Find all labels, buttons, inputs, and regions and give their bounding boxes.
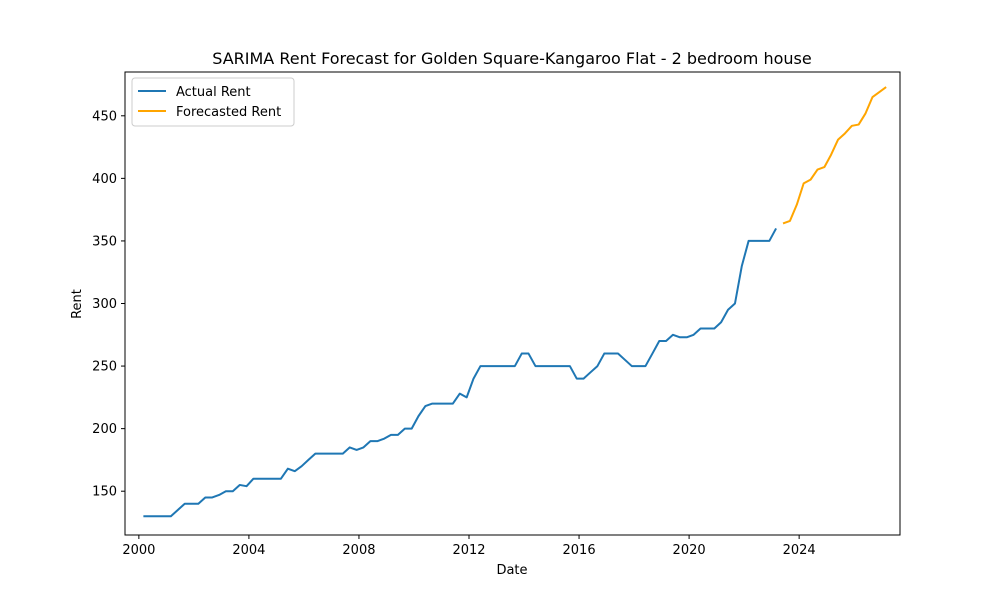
x-axis: 2000 2004 2008 2012 2016 2020 2024 bbox=[122, 535, 816, 558]
series-line-forecasted-rent bbox=[782, 86, 887, 225]
y-tick-label: 400 bbox=[92, 172, 117, 187]
legend-label-forecasted-rent: Forecasted Rent bbox=[176, 105, 281, 120]
y-axis-label: Rent bbox=[70, 289, 85, 319]
y-tick-label: 150 bbox=[92, 485, 117, 500]
y-tick-label: 450 bbox=[92, 109, 117, 124]
x-tick-label: 2008 bbox=[342, 543, 375, 558]
legend-label-actual-rent: Actual Rent bbox=[176, 85, 251, 100]
plot-area: 2000 2004 2008 2012 2016 2020 2024 150 200 250 30… bbox=[92, 71, 901, 558]
y-tick-label: 300 bbox=[92, 297, 117, 312]
series-layer bbox=[143, 86, 887, 518]
x-tick-label: 2004 bbox=[232, 543, 265, 558]
y-tick-label: 200 bbox=[92, 422, 117, 437]
series-line-actual-rent bbox=[143, 227, 777, 518]
x-axis-label: Date bbox=[496, 563, 527, 578]
y-tick-label: 250 bbox=[92, 360, 117, 375]
y-tick-label: 350 bbox=[92, 234, 117, 249]
legend-box bbox=[131, 77, 295, 127]
legend: Actual Rent Forecasted Rent bbox=[131, 77, 295, 127]
x-tick-label: 2012 bbox=[452, 543, 485, 558]
x-tick-label: 2016 bbox=[563, 543, 596, 558]
x-tick-label: 2020 bbox=[673, 543, 706, 558]
chart-title: SARIMA Rent Forecast for Golden Square-K… bbox=[212, 49, 811, 68]
x-tick-label: 2000 bbox=[122, 543, 155, 558]
y-axis: 150 200 250 300 350 400 450 bbox=[92, 109, 125, 500]
x-tick-label: 2024 bbox=[783, 543, 816, 558]
